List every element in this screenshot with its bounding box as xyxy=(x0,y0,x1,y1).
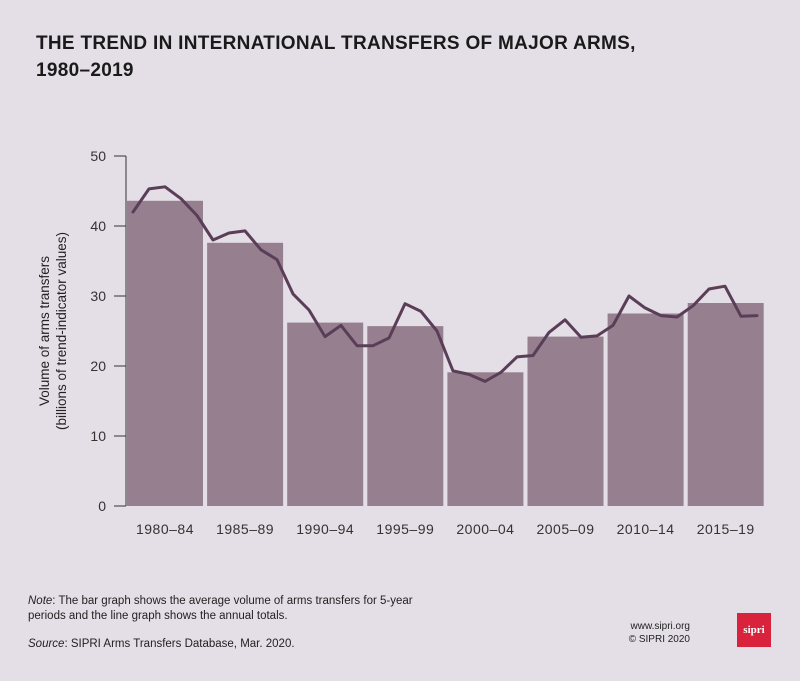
note-text: : The bar graph shows the average volume… xyxy=(28,595,413,622)
source-text: : SIPRI Arms Transfers Database, Mar. 20… xyxy=(64,638,295,650)
chart-title-line-1: THE TREND IN INTERNATIONAL TRANSFERS OF … xyxy=(36,33,636,54)
bar-1990–94 xyxy=(287,322,364,506)
y-tick-label-50: 50 xyxy=(90,148,106,164)
y-tick-label-20: 20 xyxy=(90,358,106,374)
source-label: Source xyxy=(28,638,65,650)
annual-totals-line xyxy=(131,185,759,383)
bar-1985–89 xyxy=(207,242,284,507)
y-tick-label-30: 30 xyxy=(90,288,106,304)
x-tick-label-2015–19: 2015–19 xyxy=(697,521,755,537)
sipri-logo: sipri xyxy=(737,613,771,647)
credits: www.sipri.org © SIPRI 2020 xyxy=(629,620,690,646)
x-tick-label-1980–84: 1980–84 xyxy=(136,521,194,537)
note-label: Note xyxy=(28,595,53,607)
website-link[interactable]: www.sipri.org xyxy=(630,621,690,632)
y-axis-label-line-1: Volume of arms transfers xyxy=(37,256,52,406)
bar-2015–19 xyxy=(687,303,764,506)
chart-title-line-2: 1980–2019 xyxy=(36,60,134,81)
bar-2005–09 xyxy=(527,336,604,506)
bar-2000–04 xyxy=(447,372,524,506)
y-tick-label-10: 10 xyxy=(90,428,106,444)
x-tick-label-2000–04: 2000–04 xyxy=(456,521,514,537)
chart-note: Note: The bar graph shows the average vo… xyxy=(28,594,448,624)
chart-title: THE TREND IN INTERNATIONAL TRANSFERS OF … xyxy=(36,30,736,84)
y-axis-label-line-2: (billions of trend-indicator values) xyxy=(54,232,69,430)
x-tick-label-1995–99: 1995–99 xyxy=(376,521,434,537)
y-tick-label-40: 40 xyxy=(90,218,106,234)
x-tick-label-2010–14: 2010–14 xyxy=(617,521,675,537)
bar-1980–84 xyxy=(127,200,203,507)
chart-source: Source: SIPRI Arms Transfers Database, M… xyxy=(28,638,448,650)
bar-2010–14 xyxy=(607,313,684,506)
copyright-text: © SIPRI 2020 xyxy=(628,634,690,645)
x-tick-label-2005–09: 2005–09 xyxy=(536,521,594,537)
bar-1995–99 xyxy=(367,326,444,506)
y-tick-label-0: 0 xyxy=(98,498,106,514)
x-tick-label-1990–94: 1990–94 xyxy=(296,521,354,537)
x-tick-label-1985–89: 1985–89 xyxy=(216,521,274,537)
